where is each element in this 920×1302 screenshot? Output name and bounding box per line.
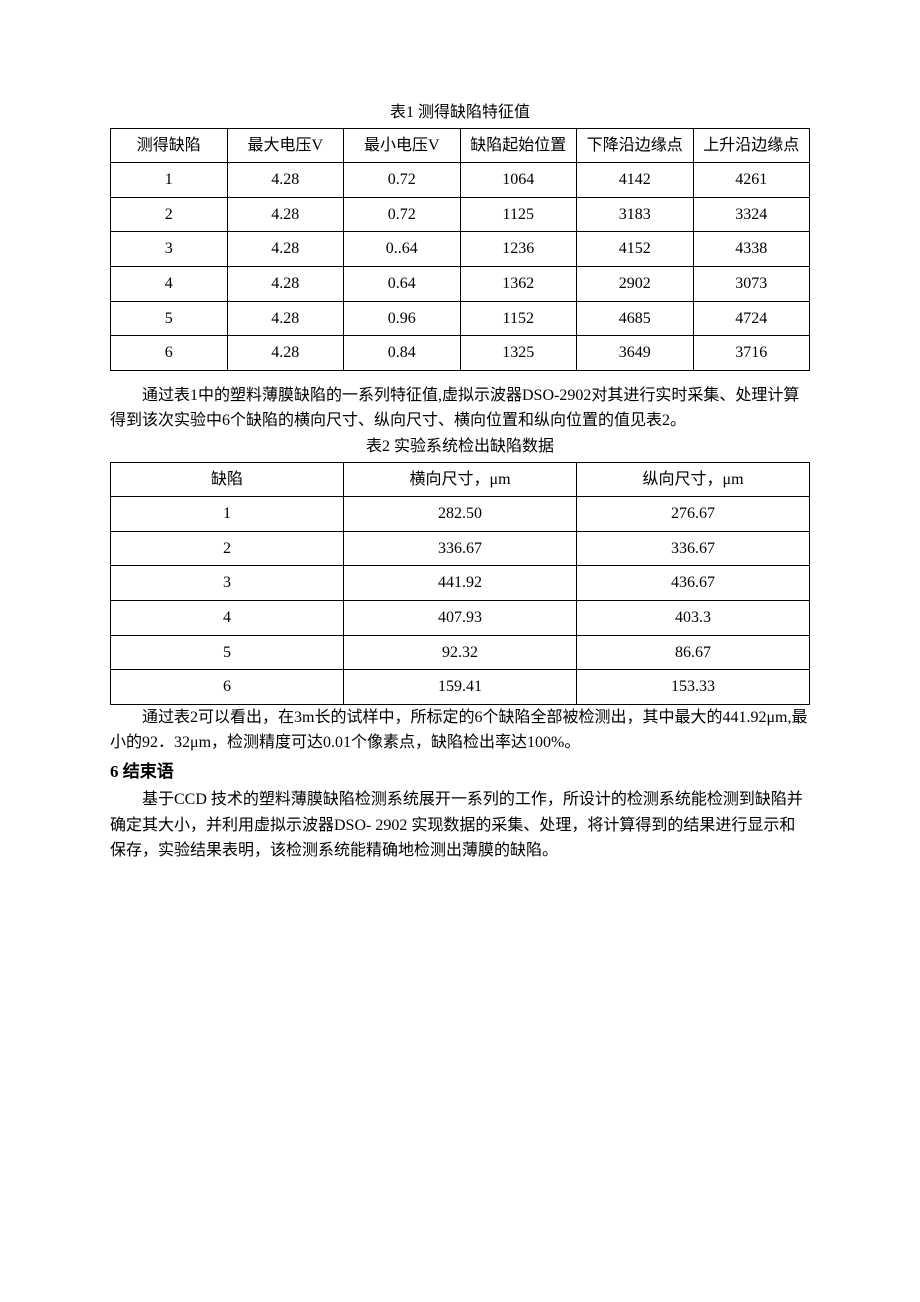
table1-cell: 4.28 [227,163,344,198]
table1-cell: 4685 [577,301,694,336]
table1-cell: 4338 [693,232,810,267]
table1-col-2: 最小电压V [344,128,461,163]
table2-cell: 407.93 [344,600,577,635]
table1-cell: 4.28 [227,301,344,336]
table2-cell: 282.50 [344,497,577,532]
table1-cell: 2 [111,197,228,232]
table1-col-3: 缺陷起始位置 [460,128,577,163]
table1-cell: 1362 [460,266,577,301]
table1-cell: 6 [111,336,228,371]
table2-cell: 86.67 [577,635,810,670]
table1-cell: 3183 [577,197,694,232]
table2-cell: 336.67 [344,531,577,566]
paragraph-1: 通过表1中的塑料薄膜缺陷的一系列特征值,虚拟示波器DSO-2902对其进行实时采… [110,383,810,434]
table1-cell: 4.28 [227,197,344,232]
table1-cell: 2902 [577,266,694,301]
table2: 缺陷 横向尺寸，μm 纵向尺寸，μm 1 282.50 276.67 2 336… [110,462,810,705]
table1-cell: 4.28 [227,336,344,371]
table1: 测得缺陷 最大电压V 最小电压V 缺陷起始位置 下降沿边缘点 上升沿边缘点 1 … [110,128,810,371]
table2-cell: 92.32 [344,635,577,670]
table1-col-4: 下降沿边缘点 [577,128,694,163]
table-row: 1 4.28 0.72 1064 4142 4261 [111,163,810,198]
table2-cell: 6 [111,670,344,705]
table2-cell: 1 [111,497,344,532]
table1-col-0: 测得缺陷 [111,128,228,163]
table1-col-5: 上升沿边缘点 [693,128,810,163]
table2-header-row: 缺陷 横向尺寸，μm 纵向尺寸，μm [111,462,810,497]
table1-cell: 4142 [577,163,694,198]
table1-cell: 4261 [693,163,810,198]
table2-cell: 276.67 [577,497,810,532]
table-row: 2 4.28 0.72 1125 3183 3324 [111,197,810,232]
table1-cell: 1125 [460,197,577,232]
table1-cell: 0.84 [344,336,461,371]
table-row: 3 441.92 436.67 [111,566,810,601]
table-row: 6 4.28 0.84 1325 3649 3716 [111,336,810,371]
table1-cell: 1152 [460,301,577,336]
table2-col-1: 横向尺寸，μm [344,462,577,497]
table1-cell: 3716 [693,336,810,371]
table-row: 5 4.28 0.96 1152 4685 4724 [111,301,810,336]
table1-caption: 表1 测得缺陷特征值 [110,100,810,126]
table1-cell: 0.96 [344,301,461,336]
table2-cell: 159.41 [344,670,577,705]
table1-cell: 4152 [577,232,694,267]
table1-cell: 1064 [460,163,577,198]
table1-col-1: 最大电压V [227,128,344,163]
table1-cell: 3073 [693,266,810,301]
table1-cell: 0..64 [344,232,461,267]
table-row: 4 407.93 403.3 [111,600,810,635]
table2-cell: 4 [111,600,344,635]
table1-cell: 1325 [460,336,577,371]
table2-cell: 2 [111,531,344,566]
paragraph-2: 通过表2可以看出，在3m长的试样中，所标定的6个缺陷全部被检测出，其中最大的44… [110,705,810,756]
table2-cell: 3 [111,566,344,601]
section-6-heading: 6 结束语 [110,758,810,785]
table1-header-row: 测得缺陷 最大电压V 最小电压V 缺陷起始位置 下降沿边缘点 上升沿边缘点 [111,128,810,163]
table-row: 2 336.67 336.67 [111,531,810,566]
table2-cell: 153.33 [577,670,810,705]
table2-cell: 336.67 [577,531,810,566]
section-6-body: 基于CCD 技术的塑料薄膜缺陷检测系统展开一系列的工作，所设计的检测系统能检测到… [110,787,810,864]
table1-cell: 4 [111,266,228,301]
table1-cell: 1 [111,163,228,198]
table2-cell: 5 [111,635,344,670]
table2-col-2: 纵向尺寸，μm [577,462,810,497]
table-row: 4 4.28 0.64 1362 2902 3073 [111,266,810,301]
table2-cell: 436.67 [577,566,810,601]
table2-col-0: 缺陷 [111,462,344,497]
table1-cell: 5 [111,301,228,336]
table1-cell: 3 [111,232,228,267]
table1-cell: 1236 [460,232,577,267]
table-row: 6 159.41 153.33 [111,670,810,705]
table-row: 1 282.50 276.67 [111,497,810,532]
table1-cell: 4724 [693,301,810,336]
table1-cell: 0.72 [344,163,461,198]
table2-cell: 403.3 [577,600,810,635]
table2-cell: 441.92 [344,566,577,601]
table-row: 3 4.28 0..64 1236 4152 4338 [111,232,810,267]
table-row: 5 92.32 86.67 [111,635,810,670]
table1-cell: 0.64 [344,266,461,301]
table2-caption: 表2 实验系统检出缺陷数据 [110,434,810,460]
table1-cell: 4.28 [227,232,344,267]
table1-cell: 3649 [577,336,694,371]
table1-cell: 3324 [693,197,810,232]
table1-cell: 0.72 [344,197,461,232]
table1-cell: 4.28 [227,266,344,301]
